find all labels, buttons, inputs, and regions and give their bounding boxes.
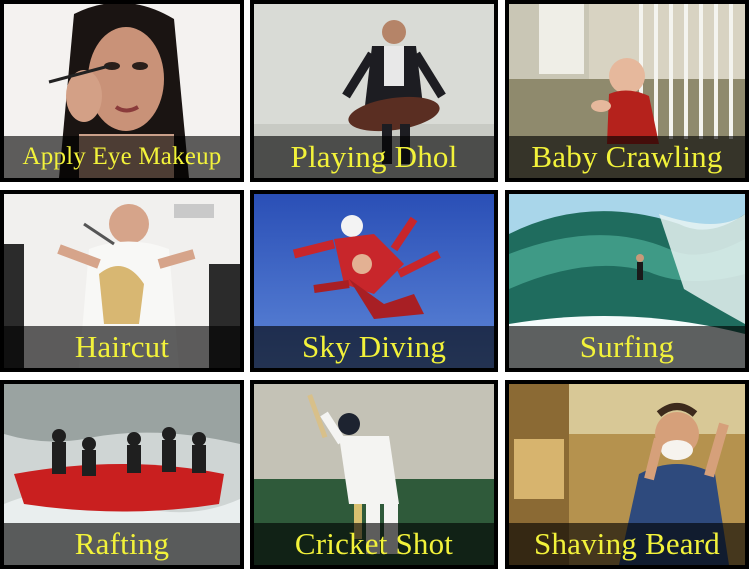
tile-rafting[interactable]: Rafting	[0, 380, 244, 569]
tile-haircut[interactable]: Haircut	[0, 190, 244, 372]
tile-label: Sky Diving	[254, 326, 494, 368]
tile-label: Playing Dhol	[254, 136, 494, 178]
tile-apply-eye-makeup[interactable]: Apply Eye Makeup	[0, 0, 244, 182]
tile-cricket-shot[interactable]: Cricket Shot	[250, 380, 498, 569]
tile-label: Haircut	[4, 326, 240, 368]
tile-shaving-beard[interactable]: Shaving Beard	[505, 380, 749, 569]
tile-label: Baby Crawling	[509, 136, 745, 178]
tile-baby-crawling[interactable]: Baby Crawling	[505, 0, 749, 182]
tile-label: Cricket Shot	[254, 523, 494, 565]
tile-playing-dhol[interactable]: Playing Dhol	[250, 0, 498, 182]
tile-surfing[interactable]: Surfing	[505, 190, 749, 372]
tile-label: Shaving Beard	[509, 523, 745, 565]
tile-label: Surfing	[509, 326, 745, 368]
tile-sky-diving[interactable]: Sky Diving	[250, 190, 498, 372]
tile-label: Apply Eye Makeup	[4, 136, 240, 178]
tile-label: Rafting	[4, 523, 240, 565]
